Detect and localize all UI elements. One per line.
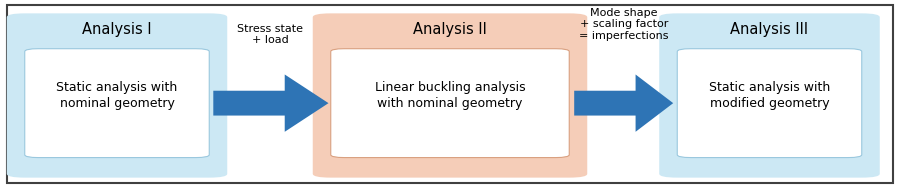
FancyBboxPatch shape [677, 49, 861, 158]
FancyBboxPatch shape [25, 49, 209, 158]
FancyBboxPatch shape [313, 13, 587, 178]
FancyBboxPatch shape [7, 5, 893, 183]
Text: Linear buckling analysis
with nominal geometry: Linear buckling analysis with nominal ge… [374, 82, 526, 109]
Text: Stress state
+ load: Stress state + load [237, 24, 303, 45]
Text: Mode shape
+ scaling factor
= imperfections: Mode shape + scaling factor = imperfecti… [579, 8, 669, 41]
Text: Analysis I: Analysis I [82, 22, 152, 37]
Polygon shape [213, 74, 328, 132]
Text: Analysis II: Analysis II [413, 22, 487, 37]
Text: Analysis III: Analysis III [731, 22, 808, 37]
Polygon shape [574, 74, 673, 132]
Text: Static analysis with
modified geometry: Static analysis with modified geometry [709, 82, 830, 109]
FancyBboxPatch shape [331, 49, 569, 158]
Text: Static analysis with
nominal geometry: Static analysis with nominal geometry [57, 82, 177, 109]
FancyBboxPatch shape [7, 13, 227, 178]
FancyBboxPatch shape [659, 13, 879, 178]
